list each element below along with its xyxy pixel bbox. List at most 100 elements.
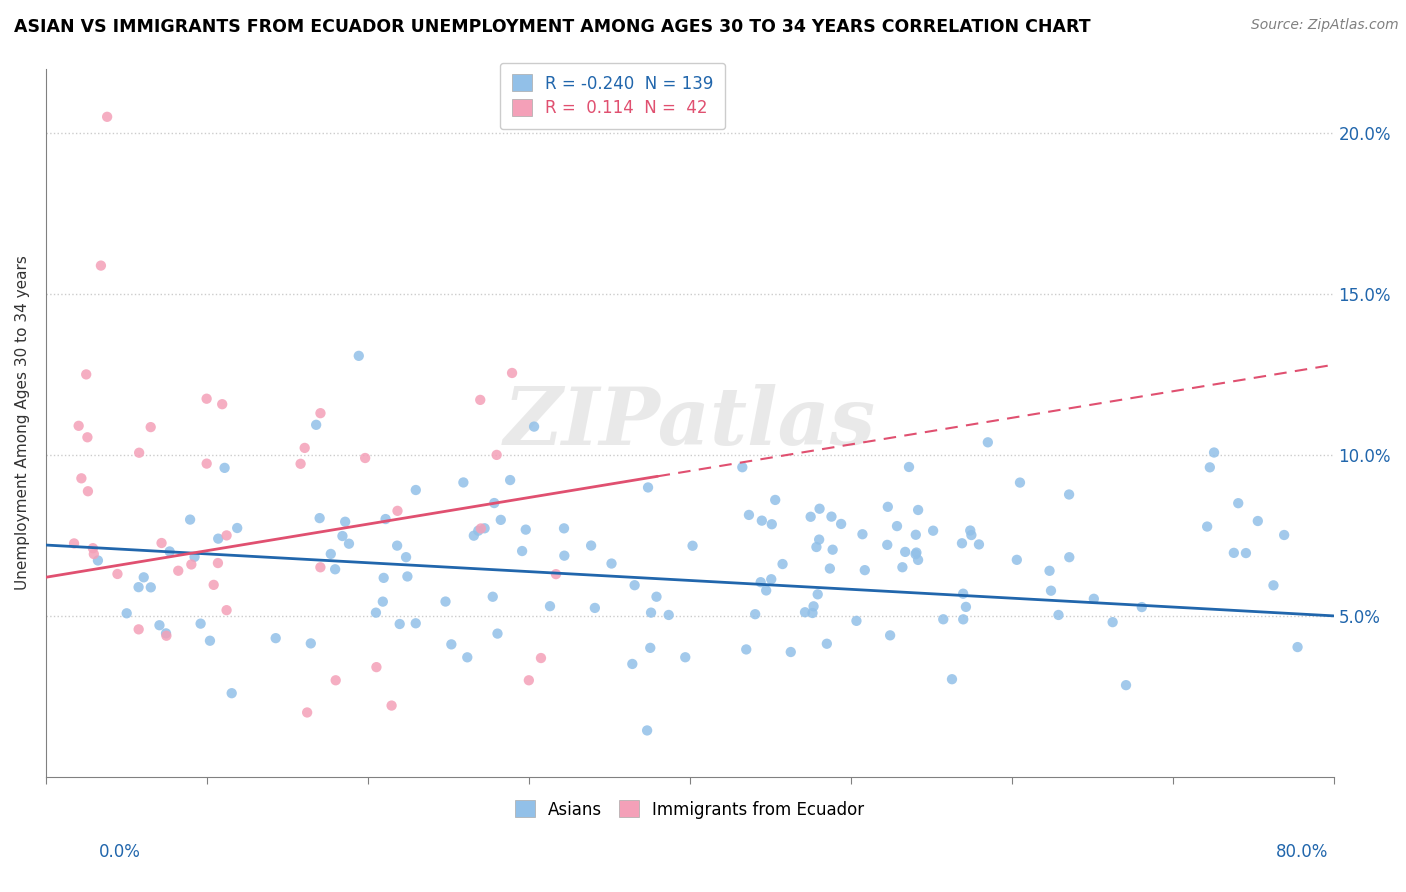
Point [335, 515, 357, 529]
Point [499, 473, 522, 487]
Point [1059, 550, 1081, 565]
Point [800, 509, 823, 524]
Point [1057, 487, 1080, 501]
Point [886, 519, 908, 533]
Point [305, 417, 328, 432]
Point [761, 517, 783, 532]
Point [456, 650, 478, 665]
Point [673, 650, 696, 665]
Point [779, 645, 801, 659]
Point [876, 500, 898, 514]
Point [904, 528, 927, 542]
Point [167, 564, 190, 578]
Point [735, 642, 758, 657]
Point [1008, 475, 1031, 490]
Point [544, 567, 567, 582]
Point [517, 673, 540, 688]
Point [207, 556, 229, 570]
Point [139, 420, 162, 434]
Point [155, 626, 177, 640]
Point [904, 547, 927, 561]
Point [128, 446, 150, 460]
Point [820, 509, 842, 524]
Point [405, 616, 427, 631]
Point [638, 640, 661, 655]
Point [226, 521, 249, 535]
Point [150, 536, 173, 550]
Point [738, 508, 761, 522]
Point [763, 492, 786, 507]
Point [808, 501, 831, 516]
Point [207, 532, 229, 546]
Point [364, 606, 387, 620]
Point [876, 538, 898, 552]
Legend: Asians, Immigrants from Ecuador: Asians, Immigrants from Ecuador [509, 794, 872, 825]
Point [481, 590, 503, 604]
Point [1101, 615, 1123, 629]
Point [640, 606, 662, 620]
Point [815, 637, 838, 651]
Point [148, 618, 170, 632]
Point [1047, 607, 1070, 622]
Point [501, 366, 523, 380]
Text: 0.0%: 0.0% [98, 843, 141, 861]
Point [907, 553, 929, 567]
Point [818, 561, 841, 575]
Point [553, 549, 575, 563]
Point [515, 523, 537, 537]
Point [808, 533, 831, 547]
Point [323, 562, 346, 576]
Point [898, 460, 921, 475]
Point [636, 723, 658, 738]
Point [474, 521, 496, 535]
Point [463, 529, 485, 543]
Point [932, 612, 955, 626]
Point [388, 617, 411, 632]
Point [115, 607, 138, 621]
Point [309, 560, 332, 574]
Point [467, 524, 489, 538]
Point [510, 544, 533, 558]
Point [891, 560, 914, 574]
Point [132, 570, 155, 584]
Point [1223, 546, 1246, 560]
Point [484, 496, 506, 510]
Point [658, 607, 681, 622]
Point [1005, 553, 1028, 567]
Point [772, 557, 794, 571]
Point [489, 513, 512, 527]
Point [180, 558, 202, 572]
Text: Source: ZipAtlas.com: Source: ZipAtlas.com [1251, 18, 1399, 32]
Point [76, 430, 98, 444]
Point [354, 450, 377, 465]
Point [211, 397, 233, 411]
Point [907, 503, 929, 517]
Text: ASIAN VS IMMIGRANTS FROM ECUADOR UNEMPLOYMENT AMONG AGES 30 TO 34 YEARS CORRELAT: ASIAN VS IMMIGRANTS FROM ECUADOR UNEMPLO… [14, 18, 1091, 36]
Point [332, 529, 354, 543]
Point [751, 514, 773, 528]
Point [794, 605, 817, 619]
Point [952, 587, 974, 601]
Point [202, 578, 225, 592]
Point [82, 541, 104, 556]
Point [215, 528, 238, 542]
Point [347, 349, 370, 363]
Point [470, 521, 492, 535]
Point [952, 612, 974, 626]
Point [853, 563, 876, 577]
Point [405, 483, 427, 497]
Point [221, 686, 243, 700]
Point [977, 435, 1000, 450]
Text: 80.0%: 80.0% [1277, 843, 1329, 861]
Point [264, 631, 287, 645]
Point [894, 545, 917, 559]
Point [553, 521, 575, 535]
Point [955, 599, 977, 614]
Point [387, 504, 409, 518]
Point [1198, 460, 1220, 475]
Point [731, 460, 754, 475]
Point [294, 441, 316, 455]
Point [373, 571, 395, 585]
Point [523, 419, 546, 434]
Text: ZIPatlas: ZIPatlas [503, 384, 876, 461]
